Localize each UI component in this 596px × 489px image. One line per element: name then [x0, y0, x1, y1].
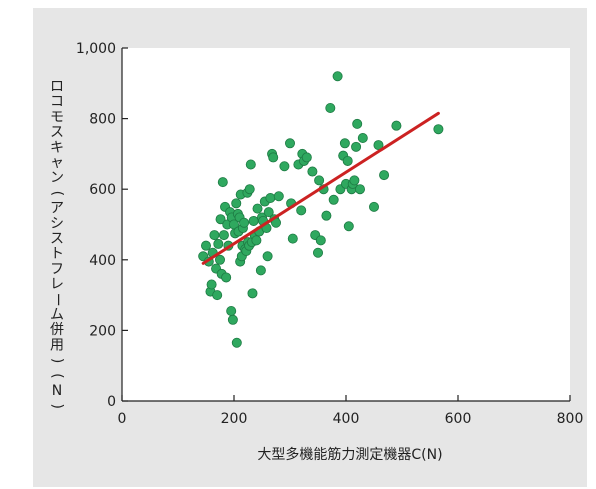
data-point	[312, 247, 323, 258]
data-points	[198, 71, 444, 348]
data-point	[314, 175, 325, 186]
y-axis-title-char: ー	[49, 293, 65, 307]
data-point	[215, 214, 226, 225]
data-point	[221, 272, 232, 283]
data-point	[343, 221, 354, 232]
data-point	[321, 210, 332, 221]
y-axis-title-char: ト	[50, 246, 64, 262]
data-point	[263, 207, 274, 218]
x-tick-label: 400	[333, 411, 360, 427]
data-point	[268, 152, 279, 163]
y-axis-title-char: ア	[50, 201, 64, 217]
y-axis-title-char: ャ	[50, 155, 64, 171]
data-point	[332, 71, 343, 82]
data-point	[284, 138, 295, 149]
y-axis-title-char: キ	[50, 140, 64, 156]
data-point	[273, 191, 284, 202]
data-point	[218, 230, 229, 241]
data-point	[368, 201, 379, 212]
data-point	[212, 290, 223, 301]
x-tick-label: 600	[445, 411, 472, 427]
data-point	[239, 217, 250, 228]
data-point	[349, 175, 360, 186]
y-axis-title-char: ム	[50, 307, 64, 323]
y-axis-title-char: (	[49, 191, 65, 196]
data-point	[245, 159, 256, 170]
data-point	[351, 141, 362, 152]
data-point	[325, 103, 336, 114]
y-axis-title-char: (	[49, 373, 65, 378]
data-point	[315, 235, 326, 246]
data-point	[328, 194, 339, 205]
data-point	[262, 251, 273, 262]
x-axis-title: 大型多機能筋力測定機器C(N)	[257, 446, 442, 463]
data-point	[227, 314, 238, 325]
y-axis-title-char: ス	[50, 125, 64, 141]
y-axis-title-char: 用	[50, 337, 64, 353]
data-point	[255, 265, 266, 276]
x-tick-label: 200	[221, 411, 248, 427]
data-point	[226, 305, 237, 316]
data-point	[247, 288, 258, 299]
data-point	[265, 193, 276, 204]
data-point	[214, 254, 225, 265]
y-tick-label: 1,000	[76, 41, 116, 57]
regression-line	[201, 111, 440, 265]
data-point	[244, 184, 255, 195]
y-axis-title-char: コ	[50, 94, 64, 110]
y-axis-title-char: 併	[50, 322, 64, 338]
data-point	[357, 133, 368, 144]
data-point	[379, 170, 390, 181]
y-axis-title-char: )	[49, 358, 65, 363]
y-axis-title-char: N	[52, 383, 62, 399]
data-point	[209, 230, 220, 241]
y-axis-title-char: ロ	[50, 79, 64, 95]
y-axis-title-char: ン	[50, 170, 64, 186]
data-point	[248, 215, 259, 226]
data-point	[279, 161, 290, 172]
data-point	[342, 155, 353, 166]
y-axis-title-char: モ	[50, 109, 64, 125]
y-axis-title-char: )	[49, 403, 65, 408]
data-point	[251, 235, 262, 246]
data-point	[217, 177, 228, 188]
y-tick-label: 400	[89, 253, 116, 269]
y-tick-label: 600	[89, 182, 116, 198]
data-point	[301, 152, 312, 163]
x-tick-label: 800	[557, 411, 584, 427]
data-point	[296, 205, 307, 216]
data-point	[391, 120, 402, 131]
y-axis-title-char: ス	[50, 231, 64, 247]
y-axis: 0 200 400 600 800 1,000	[76, 41, 128, 410]
data-point	[354, 184, 365, 195]
data-point	[339, 138, 350, 149]
y-tick-label: 0	[107, 394, 116, 410]
data-point	[200, 240, 211, 251]
data-point	[433, 124, 444, 135]
y-tick-label: 200	[89, 323, 116, 339]
data-point	[252, 203, 263, 214]
data-point	[352, 118, 363, 129]
data-point	[307, 166, 318, 177]
data-point	[231, 337, 242, 348]
data-point	[231, 198, 242, 209]
x-axis: 0 200 400 600 800	[118, 395, 584, 427]
data-point	[287, 233, 298, 244]
y-axis-title-char: レ	[50, 277, 64, 293]
x-tick-label: 0	[118, 411, 127, 427]
y-axis-title-char: フ	[50, 261, 64, 277]
data-point	[213, 238, 224, 249]
y-axis-title-char: シ	[50, 216, 64, 232]
data-point	[206, 279, 217, 290]
y-tick-label: 800	[89, 112, 116, 128]
data-point	[373, 140, 384, 151]
